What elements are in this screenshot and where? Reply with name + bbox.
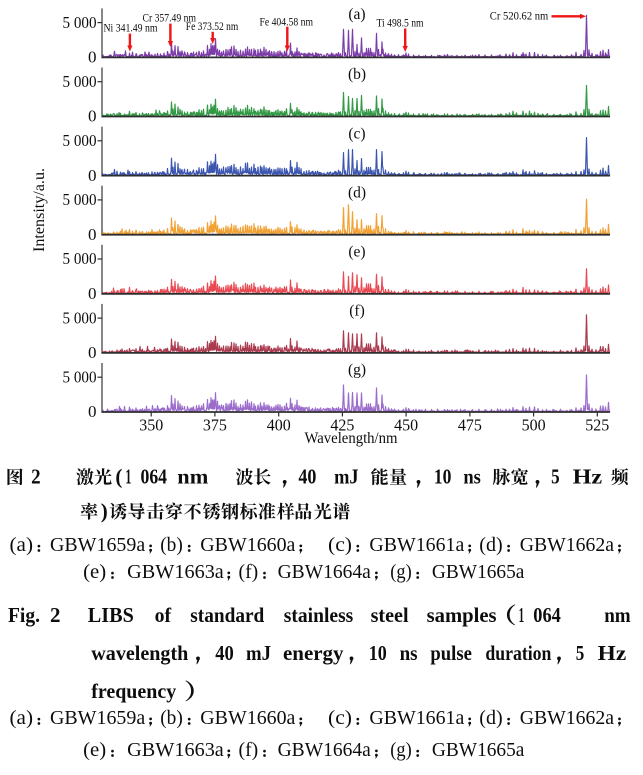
svg-text:450: 450: [394, 416, 418, 435]
svg-text:nm: nm: [604, 603, 631, 627]
svg-text:0: 0: [88, 48, 97, 67]
svg-text:Wavelength/nm: Wavelength/nm: [305, 430, 399, 447]
svg-text:samples: samples: [427, 603, 497, 627]
svg-text:5: 5: [576, 641, 585, 665]
svg-text:(d): (d): [479, 534, 502, 556]
svg-text:of: of: [155, 603, 172, 627]
svg-text:5 000: 5 000: [63, 249, 97, 268]
svg-text:energy: energy: [283, 641, 344, 665]
svg-text:(g): (g): [390, 561, 411, 583]
svg-text:10: 10: [434, 465, 452, 489]
svg-text:Hz: Hz: [573, 465, 603, 489]
svg-text:5 000: 5 000: [63, 367, 97, 386]
svg-text:475: 475: [458, 416, 482, 435]
svg-text:GBW1661a: GBW1661a: [369, 534, 464, 556]
svg-text:(a): (a): [10, 707, 34, 729]
svg-text:1: 1: [519, 603, 525, 627]
svg-text:LIBS: LIBS: [88, 603, 134, 627]
svg-text:Intensity/a.u.: Intensity/a.u.: [31, 168, 48, 252]
svg-text:Cr 357.49 nm: Cr 357.49 nm: [143, 12, 197, 24]
svg-text:10: 10: [369, 641, 387, 665]
svg-text:Ni 341.49 nm: Ni 341.49 nm: [104, 23, 158, 35]
svg-text:40: 40: [215, 641, 234, 665]
svg-text:350: 350: [139, 416, 163, 435]
svg-text:064: 064: [141, 465, 168, 489]
svg-text:40: 40: [298, 465, 316, 489]
svg-text:mJ: mJ: [246, 641, 271, 665]
svg-text:2: 2: [31, 465, 40, 489]
svg-text:GBW1662a: GBW1662a: [520, 707, 615, 729]
svg-text:(b): (b): [348, 66, 366, 83]
svg-text:duration: duration: [485, 641, 551, 665]
svg-text:(b): (b): [160, 707, 183, 729]
svg-text:(c): (c): [348, 125, 365, 142]
svg-text:5 000: 5 000: [63, 72, 97, 91]
svg-text:2: 2: [50, 603, 61, 627]
svg-text:(c): (c): [328, 707, 352, 729]
svg-text:GBW1665a: GBW1665a: [432, 739, 525, 761]
svg-text:400: 400: [267, 416, 291, 435]
svg-text:GBW1665a: GBW1665a: [432, 561, 525, 583]
svg-text:1: 1: [125, 465, 131, 489]
svg-text:Fig.: Fig.: [8, 603, 40, 627]
svg-text:(f): (f): [239, 739, 259, 761]
svg-text:(f): (f): [239, 561, 259, 583]
svg-text:375: 375: [203, 416, 227, 435]
svg-text:Hz: Hz: [598, 641, 627, 665]
svg-text:(e): (e): [83, 561, 106, 583]
svg-text:steel: steel: [371, 603, 409, 627]
svg-text:(a): (a): [10, 534, 34, 556]
svg-text:5: 5: [551, 465, 560, 489]
svg-text:0: 0: [88, 284, 97, 303]
svg-text:Ti 498.5 nm: Ti 498.5 nm: [377, 18, 424, 30]
svg-text:(a): (a): [348, 6, 365, 23]
svg-text:GBW1664a: GBW1664a: [278, 561, 371, 583]
svg-text:GBW1660a: GBW1660a: [200, 707, 295, 729]
svg-text:5 000: 5 000: [63, 13, 97, 32]
svg-text:(e): (e): [83, 739, 106, 761]
svg-text:0: 0: [88, 402, 97, 421]
svg-text:GBW1664a: GBW1664a: [278, 739, 371, 761]
svg-text:GBW1662a: GBW1662a: [520, 534, 615, 556]
svg-text:0: 0: [88, 166, 97, 185]
svg-text:GBW1663a: GBW1663a: [127, 739, 224, 761]
svg-text:(e): (e): [348, 244, 365, 261]
svg-text:(: (: [115, 465, 122, 489]
svg-text:Fe 404.58 nm: Fe 404.58 nm: [260, 16, 314, 28]
svg-text:500: 500: [522, 416, 546, 435]
svg-text:425: 425: [330, 416, 354, 435]
svg-text:GBW1659a: GBW1659a: [50, 707, 145, 729]
svg-text:stainless: stainless: [284, 603, 354, 627]
svg-text:0: 0: [88, 107, 97, 126]
svg-text:(b): (b): [160, 534, 183, 556]
svg-text:(d): (d): [348, 184, 366, 201]
svg-text:Cr 520.62 nm: Cr 520.62 nm: [490, 11, 549, 23]
svg-text:(f): (f): [349, 303, 365, 320]
svg-text:GBW1660a: GBW1660a: [200, 534, 295, 556]
svg-text:0: 0: [88, 343, 97, 362]
svg-text:0: 0: [88, 225, 97, 244]
svg-text:standard: standard: [190, 603, 264, 627]
svg-text:525: 525: [585, 416, 609, 435]
svg-text:(d): (d): [479, 707, 502, 729]
svg-text:(g): (g): [348, 362, 366, 379]
svg-text:nm: nm: [177, 465, 209, 489]
svg-text:(g): (g): [390, 739, 411, 761]
svg-text:pulse: pulse: [430, 641, 472, 665]
svg-text:mJ: mJ: [334, 465, 359, 489]
svg-text:GBW1659a: GBW1659a: [50, 534, 145, 556]
svg-text:ns: ns: [463, 465, 481, 489]
svg-text:5 000: 5 000: [63, 190, 97, 209]
svg-text:064: 064: [533, 603, 561, 627]
svg-text:GBW1663a: GBW1663a: [127, 561, 224, 583]
svg-text:wavelength: wavelength: [91, 641, 188, 665]
svg-text:ns: ns: [400, 641, 418, 665]
svg-text:5 000: 5 000: [63, 308, 97, 327]
svg-text:frequency: frequency: [91, 679, 176, 703]
svg-text:): ): [101, 499, 108, 523]
svg-text:(c): (c): [328, 534, 352, 556]
svg-text:Fe 373.52 nm: Fe 373.52 nm: [186, 21, 239, 33]
svg-text:GBW1661a: GBW1661a: [369, 707, 464, 729]
svg-text:5 000: 5 000: [63, 131, 97, 150]
